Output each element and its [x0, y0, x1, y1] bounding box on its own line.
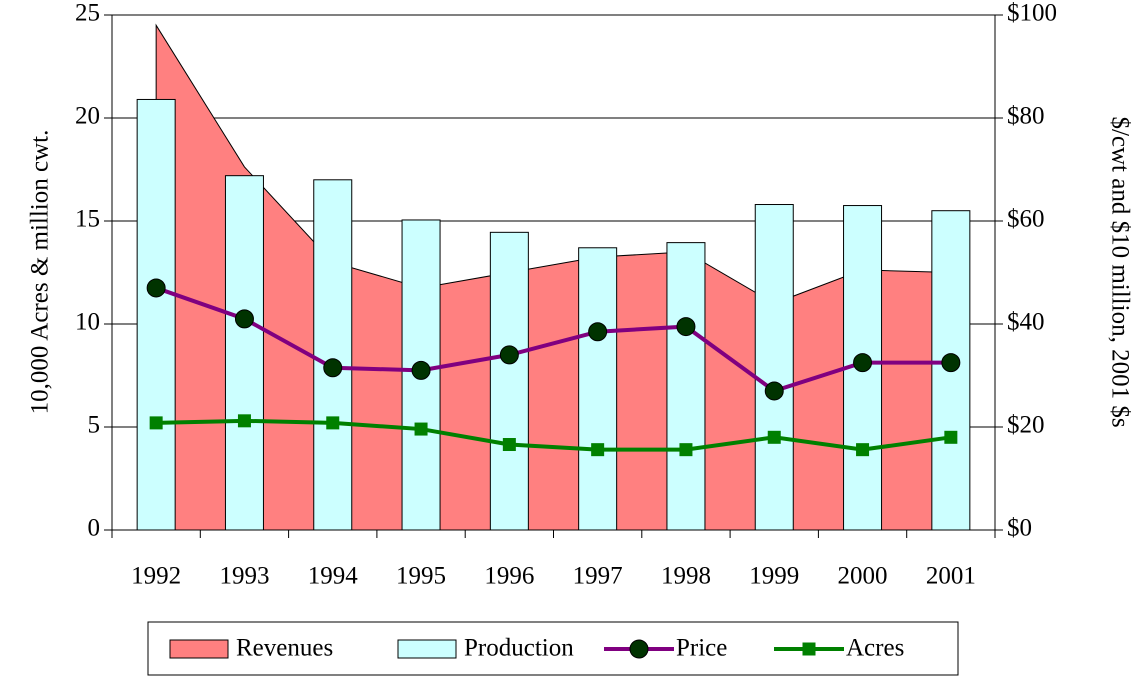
bar	[489, 231, 529, 531]
x-tick-label: 1994	[308, 563, 359, 590]
marker	[944, 430, 958, 444]
bar	[224, 175, 264, 531]
bar	[666, 242, 706, 531]
y-tick-label: 5	[88, 412, 101, 439]
marker	[326, 416, 340, 430]
marker	[679, 443, 693, 457]
y-tick-label: 15	[75, 206, 100, 233]
y2-axis-title: $/cwt and $10 million, 2001 $s	[1106, 116, 1133, 427]
marker	[853, 353, 873, 373]
marker	[767, 430, 781, 444]
marker	[499, 345, 519, 365]
marker	[764, 381, 784, 401]
legend-swatch	[169, 639, 229, 659]
bar	[313, 179, 353, 531]
y2-tick-label: $40	[1007, 309, 1045, 336]
bar	[578, 247, 618, 531]
y2-tick-label: $60	[1007, 206, 1045, 233]
marker	[414, 422, 428, 436]
line	[156, 418, 952, 452]
legend-label: Production	[464, 635, 574, 662]
marker	[591, 443, 605, 457]
y2-tick-label: $20	[1007, 412, 1045, 439]
bar	[136, 98, 176, 531]
x-tick-label: 2001	[926, 563, 976, 590]
y2-tick-label: $100	[1007, 0, 1057, 27]
x-tick-label: 1996	[484, 563, 534, 590]
legend-swatch	[397, 639, 457, 659]
marker	[234, 309, 254, 329]
y-tick-label: 20	[75, 103, 100, 130]
y-tick-label: 10	[75, 309, 100, 336]
legend-label: Acres	[846, 635, 904, 662]
y2-tick-label: $0	[1007, 515, 1032, 542]
marker	[146, 278, 166, 298]
marker	[941, 353, 961, 373]
legend-marker	[802, 642, 816, 656]
marker	[237, 414, 251, 428]
legend-label: Revenues	[236, 635, 333, 662]
line	[155, 286, 951, 394]
marker	[411, 360, 431, 380]
x-tick-label: 1993	[219, 563, 269, 590]
x-tick-label: 2000	[838, 563, 888, 590]
marker	[149, 416, 163, 430]
y2-tick-label: $80	[1007, 103, 1045, 130]
legend-label: Price	[676, 635, 727, 662]
y-tick-label: 25	[75, 0, 100, 27]
x-tick-label: 1997	[573, 563, 623, 590]
x-tick-label: 1998	[661, 563, 711, 590]
bar	[754, 204, 794, 531]
x-tick-label: 1995	[396, 563, 446, 590]
marker	[856, 443, 870, 457]
marker	[323, 358, 343, 378]
marker	[502, 438, 516, 452]
marker	[588, 322, 608, 342]
x-tick-label: 1992	[131, 563, 181, 590]
area	[155, 23, 952, 531]
y-axis-title: 10,000 Acres & million cwt.	[27, 130, 54, 415]
y-tick-label: 0	[88, 515, 101, 542]
legend-marker	[629, 639, 649, 659]
x-tick-label: 1999	[749, 563, 799, 590]
marker	[676, 317, 696, 337]
